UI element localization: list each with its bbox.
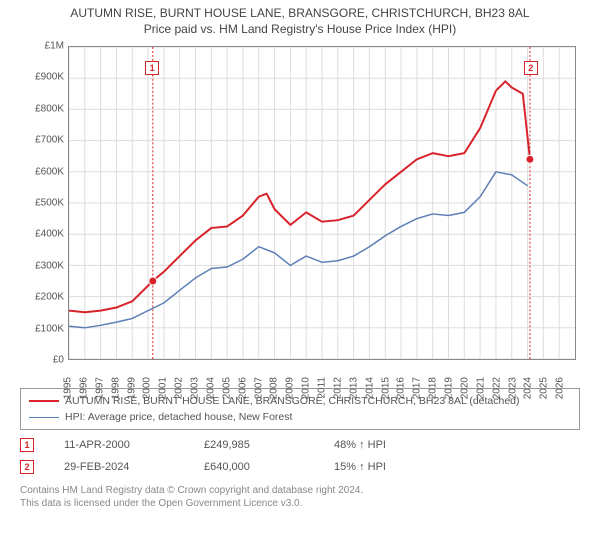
chart-marker-badge: 2 xyxy=(524,61,538,75)
x-tick-label: 2005 xyxy=(221,377,232,399)
x-tick-label: 2026 xyxy=(555,377,566,399)
y-tick-label: £1M xyxy=(20,41,64,52)
y-tick-label: £400K xyxy=(20,229,64,240)
x-tick-label: 2011 xyxy=(317,377,328,399)
y-tick-label: £0 xyxy=(20,355,64,366)
x-tick-label: 2006 xyxy=(237,377,248,399)
legend-label: HPI: Average price, detached house, New … xyxy=(65,409,292,425)
x-tick-label: 2007 xyxy=(253,377,264,399)
x-tick-label: 2003 xyxy=(190,377,201,399)
legend-swatch xyxy=(29,417,59,418)
y-tick-label: £700K xyxy=(20,135,64,146)
x-tick-label: 2002 xyxy=(174,377,185,399)
y-tick-label: £300K xyxy=(20,260,64,271)
event-date: 29-FEB-2024 xyxy=(64,456,174,478)
x-tick-label: 2013 xyxy=(348,377,359,399)
x-tick-label: 2019 xyxy=(444,377,455,399)
legend-swatch xyxy=(29,400,59,402)
y-tick-label: £200K xyxy=(20,292,64,303)
y-tick-label: £800K xyxy=(20,103,64,114)
y-tick-label: £600K xyxy=(20,166,64,177)
x-tick-label: 2008 xyxy=(269,377,280,399)
x-tick-label: 2020 xyxy=(459,377,470,399)
event-marker-badge: 2 xyxy=(20,460,34,474)
event-row: 1 11-APR-2000 £249,985 48% ↑ HPI xyxy=(20,434,580,456)
legend-row: HPI: Average price, detached house, New … xyxy=(29,409,571,425)
chart-title-block: AUTUMN RISE, BURNT HOUSE LANE, BRANSGORE… xyxy=(0,0,600,38)
x-tick-label: 2018 xyxy=(428,377,439,399)
x-tick-label: 1996 xyxy=(78,377,89,399)
footer-copyright: Contains HM Land Registry data © Crown c… xyxy=(20,484,580,497)
footer-licence: This data is licensed under the Open Gov… xyxy=(20,497,580,510)
x-tick-label: 2022 xyxy=(491,377,502,399)
x-tick-label: 2000 xyxy=(142,377,153,399)
x-tick-label: 1995 xyxy=(63,377,74,399)
x-tick-label: 1997 xyxy=(94,377,105,399)
x-tick-label: 2017 xyxy=(412,377,423,399)
title-address: AUTUMN RISE, BURNT HOUSE LANE, BRANSGORE… xyxy=(10,6,590,20)
marker-events-table: 1 11-APR-2000 £249,985 48% ↑ HPI 2 29-FEB-202… xyxy=(20,434,580,478)
price-chart: £0 £100K £200K £300K £400K £500K £600K £700K £80… xyxy=(20,42,580,382)
x-tick-label: 2016 xyxy=(396,377,407,399)
x-tick-label: 2014 xyxy=(364,377,375,399)
plot-area xyxy=(68,46,576,360)
y-tick-label: £900K xyxy=(20,72,64,83)
event-date: 11-APR-2000 xyxy=(64,434,174,456)
x-tick-label: 2012 xyxy=(332,377,343,399)
event-row: 2 29-FEB-2024 £640,000 15% ↑ HPI xyxy=(20,456,580,478)
x-tick-label: 1998 xyxy=(110,377,121,399)
x-tick-label: 2024 xyxy=(523,377,534,399)
x-tick-label: 2015 xyxy=(380,377,391,399)
y-tick-label: £500K xyxy=(20,198,64,209)
y-tick-label: £100K xyxy=(20,323,64,334)
chart-marker-badge: 1 xyxy=(145,61,159,75)
x-tick-label: 2009 xyxy=(285,377,296,399)
x-tick-label: 2004 xyxy=(205,377,216,399)
x-tick-label: 2010 xyxy=(301,377,312,399)
x-tick-label: 2001 xyxy=(158,377,169,399)
attribution-footer: Contains HM Land Registry data © Crown c… xyxy=(20,484,580,510)
event-marker-badge: 1 xyxy=(20,438,34,452)
event-price: £249,985 xyxy=(204,434,304,456)
x-tick-label: 2025 xyxy=(539,377,550,399)
x-tick-label: 2023 xyxy=(507,377,518,399)
event-price: £640,000 xyxy=(204,456,304,478)
title-subtitle: Price paid vs. HM Land Registry's House … xyxy=(10,22,590,36)
event-delta: 15% ↑ HPI xyxy=(334,456,386,478)
x-tick-label: 2021 xyxy=(475,377,486,399)
event-delta: 48% ↑ HPI xyxy=(334,434,386,456)
x-tick-label: 1999 xyxy=(126,377,137,399)
